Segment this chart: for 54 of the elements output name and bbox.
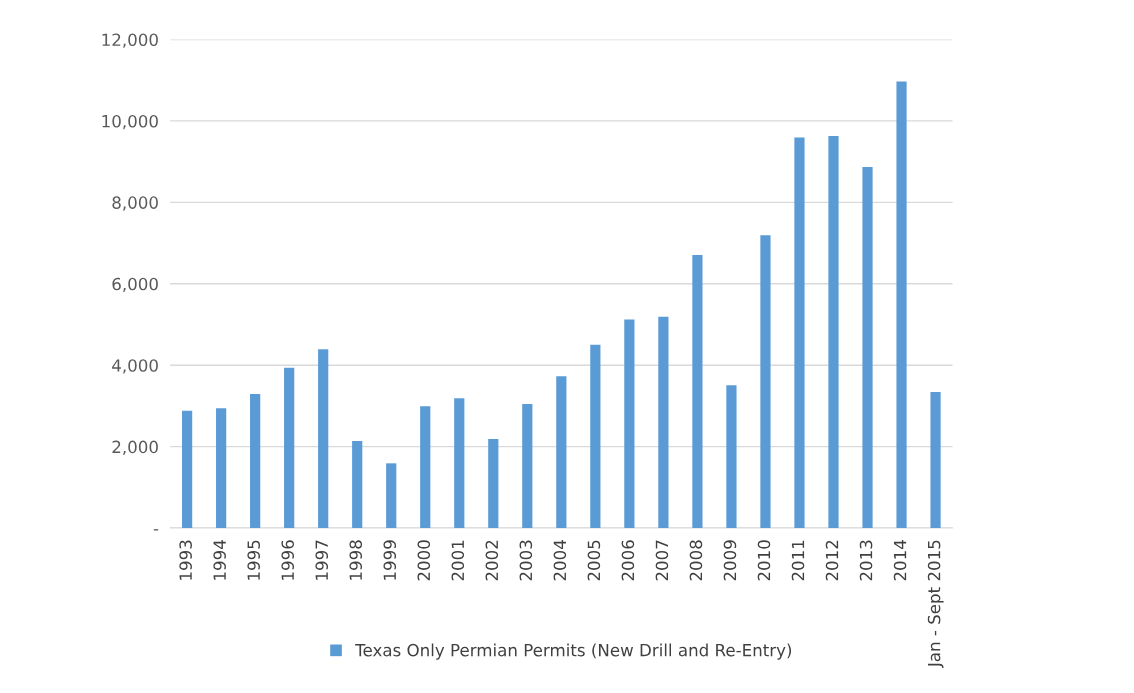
x-tick-label: 1998 [349,540,363,580]
x-tick-label: 2000 [417,540,431,581]
x-tick-label: 2001 [451,540,465,581]
bar [624,319,635,529]
x-tick-label: 1997 [315,540,329,580]
bar [658,316,669,529]
x-tick-label: 2004 [553,540,567,581]
bar [556,376,567,529]
y-tick-label: 6,000 [112,277,158,293]
bar [386,463,397,529]
x-tick-label: 2009 [723,540,737,581]
y-tick-label: 2,000 [112,440,158,455]
y-tick-label: 12,000 [102,33,158,48]
bar [182,410,193,529]
bar [284,367,295,529]
bar [488,438,499,529]
x-tick-label: Jan - Sept 2015 [927,540,944,668]
x-tick-label: 2014 [893,540,907,581]
x-tick-label: 1999 [383,540,397,580]
x-tick-label: 1996 [281,540,295,580]
x-tick-label: 2006 [621,540,635,581]
bar [522,403,533,529]
x-tick-label: 1993 [179,540,192,580]
legend-label: Texas Only Permian Permits (New Drill and Re-Entry) [355,643,792,660]
bar [692,254,703,529]
bar [590,344,601,529]
x-tick-label: 2008 [689,540,703,581]
x-tick-label: 2005 [587,540,601,581]
x-tick-label: 2011 [791,540,805,581]
bar [726,385,737,529]
y-tick-label: 10,000 [102,114,158,130]
bar [454,398,465,529]
bar [352,440,363,529]
bar [930,392,941,529]
x-tick-label: 2007 [655,540,669,581]
x-tick-label: 1994 [213,540,226,580]
bar [250,394,261,529]
x-tick-label: 1995 [247,540,260,580]
x-tick-label: 2002 [485,540,499,581]
bar [896,81,907,529]
y-tick-label: - [153,529,159,531]
bar [862,166,873,529]
x-tick-label: 2003 [519,540,533,581]
x-tick-label: 2010 [757,540,771,581]
bar [794,137,805,529]
bar [828,135,839,529]
bar [420,406,431,529]
x-tick-label: 2012 [825,540,839,581]
y-tick-label: 8,000 [112,196,158,211]
y-tick-label: 4,000 [112,359,158,374]
bar [216,408,227,529]
x-tick-label: 2013 [859,540,873,581]
bar [760,235,771,529]
bar [318,349,329,529]
